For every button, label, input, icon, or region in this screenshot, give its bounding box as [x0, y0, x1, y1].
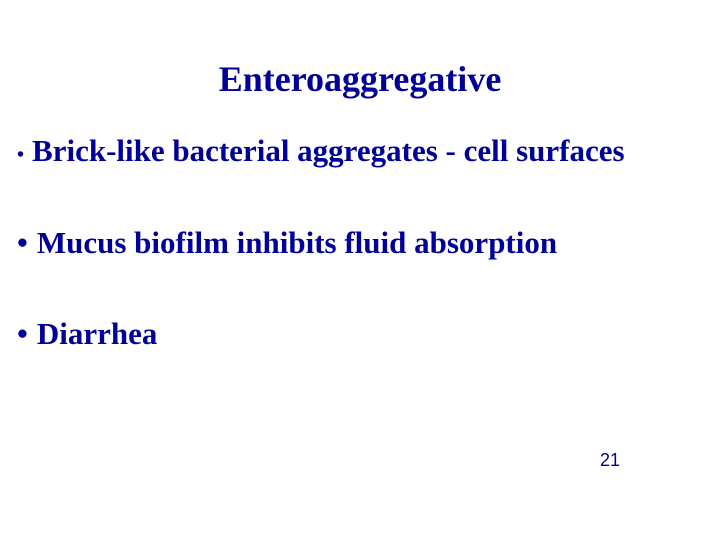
bullet-text: Diarrhea [37, 316, 158, 352]
bullet-marker: • [17, 316, 28, 352]
bullet-item-3: • Diarrhea [17, 316, 157, 352]
slide: Enteroaggregative • Brick-like bacterial… [0, 0, 720, 540]
bullet-marker: • [17, 225, 28, 261]
bullet-item-1: • Brick-like bacterial aggregates - cell… [17, 133, 625, 169]
bullet-text: Brick-like bacterial aggregates - cell s… [32, 133, 625, 169]
page-number: 21 [600, 450, 620, 471]
bullet-marker: • [17, 144, 24, 167]
bullet-item-2: • Mucus biofilm inhibits fluid absorptio… [17, 225, 557, 261]
bullet-text: Mucus biofilm inhibits fluid absorption [37, 225, 557, 261]
slide-title: Enteroaggregative [0, 58, 720, 100]
